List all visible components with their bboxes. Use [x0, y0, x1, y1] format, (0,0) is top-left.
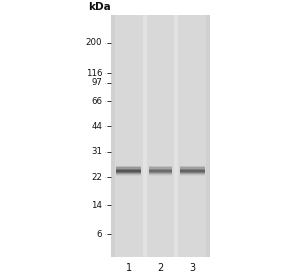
- Text: 14: 14: [91, 200, 102, 210]
- Bar: [116, 168, 141, 169]
- Bar: [180, 169, 204, 170]
- Bar: [149, 169, 173, 170]
- Bar: [180, 167, 204, 168]
- Text: 1: 1: [126, 263, 132, 273]
- Bar: [149, 174, 173, 175]
- Bar: [180, 166, 204, 167]
- Bar: [180, 175, 204, 176]
- Bar: [180, 166, 204, 167]
- Bar: [149, 167, 173, 168]
- Bar: [116, 169, 141, 170]
- Bar: [179, 15, 206, 257]
- Bar: [116, 169, 141, 170]
- Text: 31: 31: [91, 147, 102, 156]
- Bar: [180, 172, 204, 173]
- Bar: [149, 168, 173, 169]
- Bar: [149, 175, 173, 176]
- Bar: [116, 173, 141, 174]
- Bar: [149, 169, 173, 170]
- Bar: [149, 166, 173, 167]
- Bar: [175, 15, 179, 257]
- Bar: [180, 169, 204, 170]
- Text: 3: 3: [189, 263, 196, 273]
- Bar: [116, 167, 141, 168]
- Bar: [116, 171, 141, 172]
- Bar: [149, 170, 173, 171]
- Text: 66: 66: [91, 97, 102, 106]
- Bar: [180, 171, 204, 172]
- Bar: [111, 15, 210, 257]
- Text: 116: 116: [86, 69, 102, 78]
- Bar: [115, 15, 143, 257]
- Bar: [180, 167, 204, 168]
- Bar: [116, 170, 141, 171]
- Text: 22: 22: [91, 173, 102, 182]
- Bar: [180, 173, 204, 174]
- Bar: [180, 170, 204, 171]
- Bar: [149, 170, 173, 171]
- Bar: [116, 174, 141, 175]
- Text: 6: 6: [97, 230, 102, 239]
- Text: 44: 44: [91, 122, 102, 131]
- Bar: [116, 170, 141, 171]
- Text: 2: 2: [158, 263, 164, 273]
- Bar: [180, 174, 204, 175]
- Bar: [149, 173, 173, 174]
- Bar: [116, 166, 141, 167]
- Bar: [149, 166, 173, 167]
- Text: kDa: kDa: [88, 2, 111, 12]
- Bar: [149, 167, 173, 168]
- Bar: [143, 15, 147, 257]
- Bar: [116, 167, 141, 168]
- Text: 200: 200: [86, 39, 102, 48]
- Bar: [149, 171, 173, 172]
- Bar: [116, 172, 141, 173]
- Bar: [116, 175, 141, 176]
- Bar: [180, 170, 204, 171]
- Bar: [116, 166, 141, 167]
- Bar: [147, 15, 175, 257]
- Bar: [180, 168, 204, 169]
- Bar: [149, 172, 173, 173]
- Text: 97: 97: [91, 78, 102, 87]
